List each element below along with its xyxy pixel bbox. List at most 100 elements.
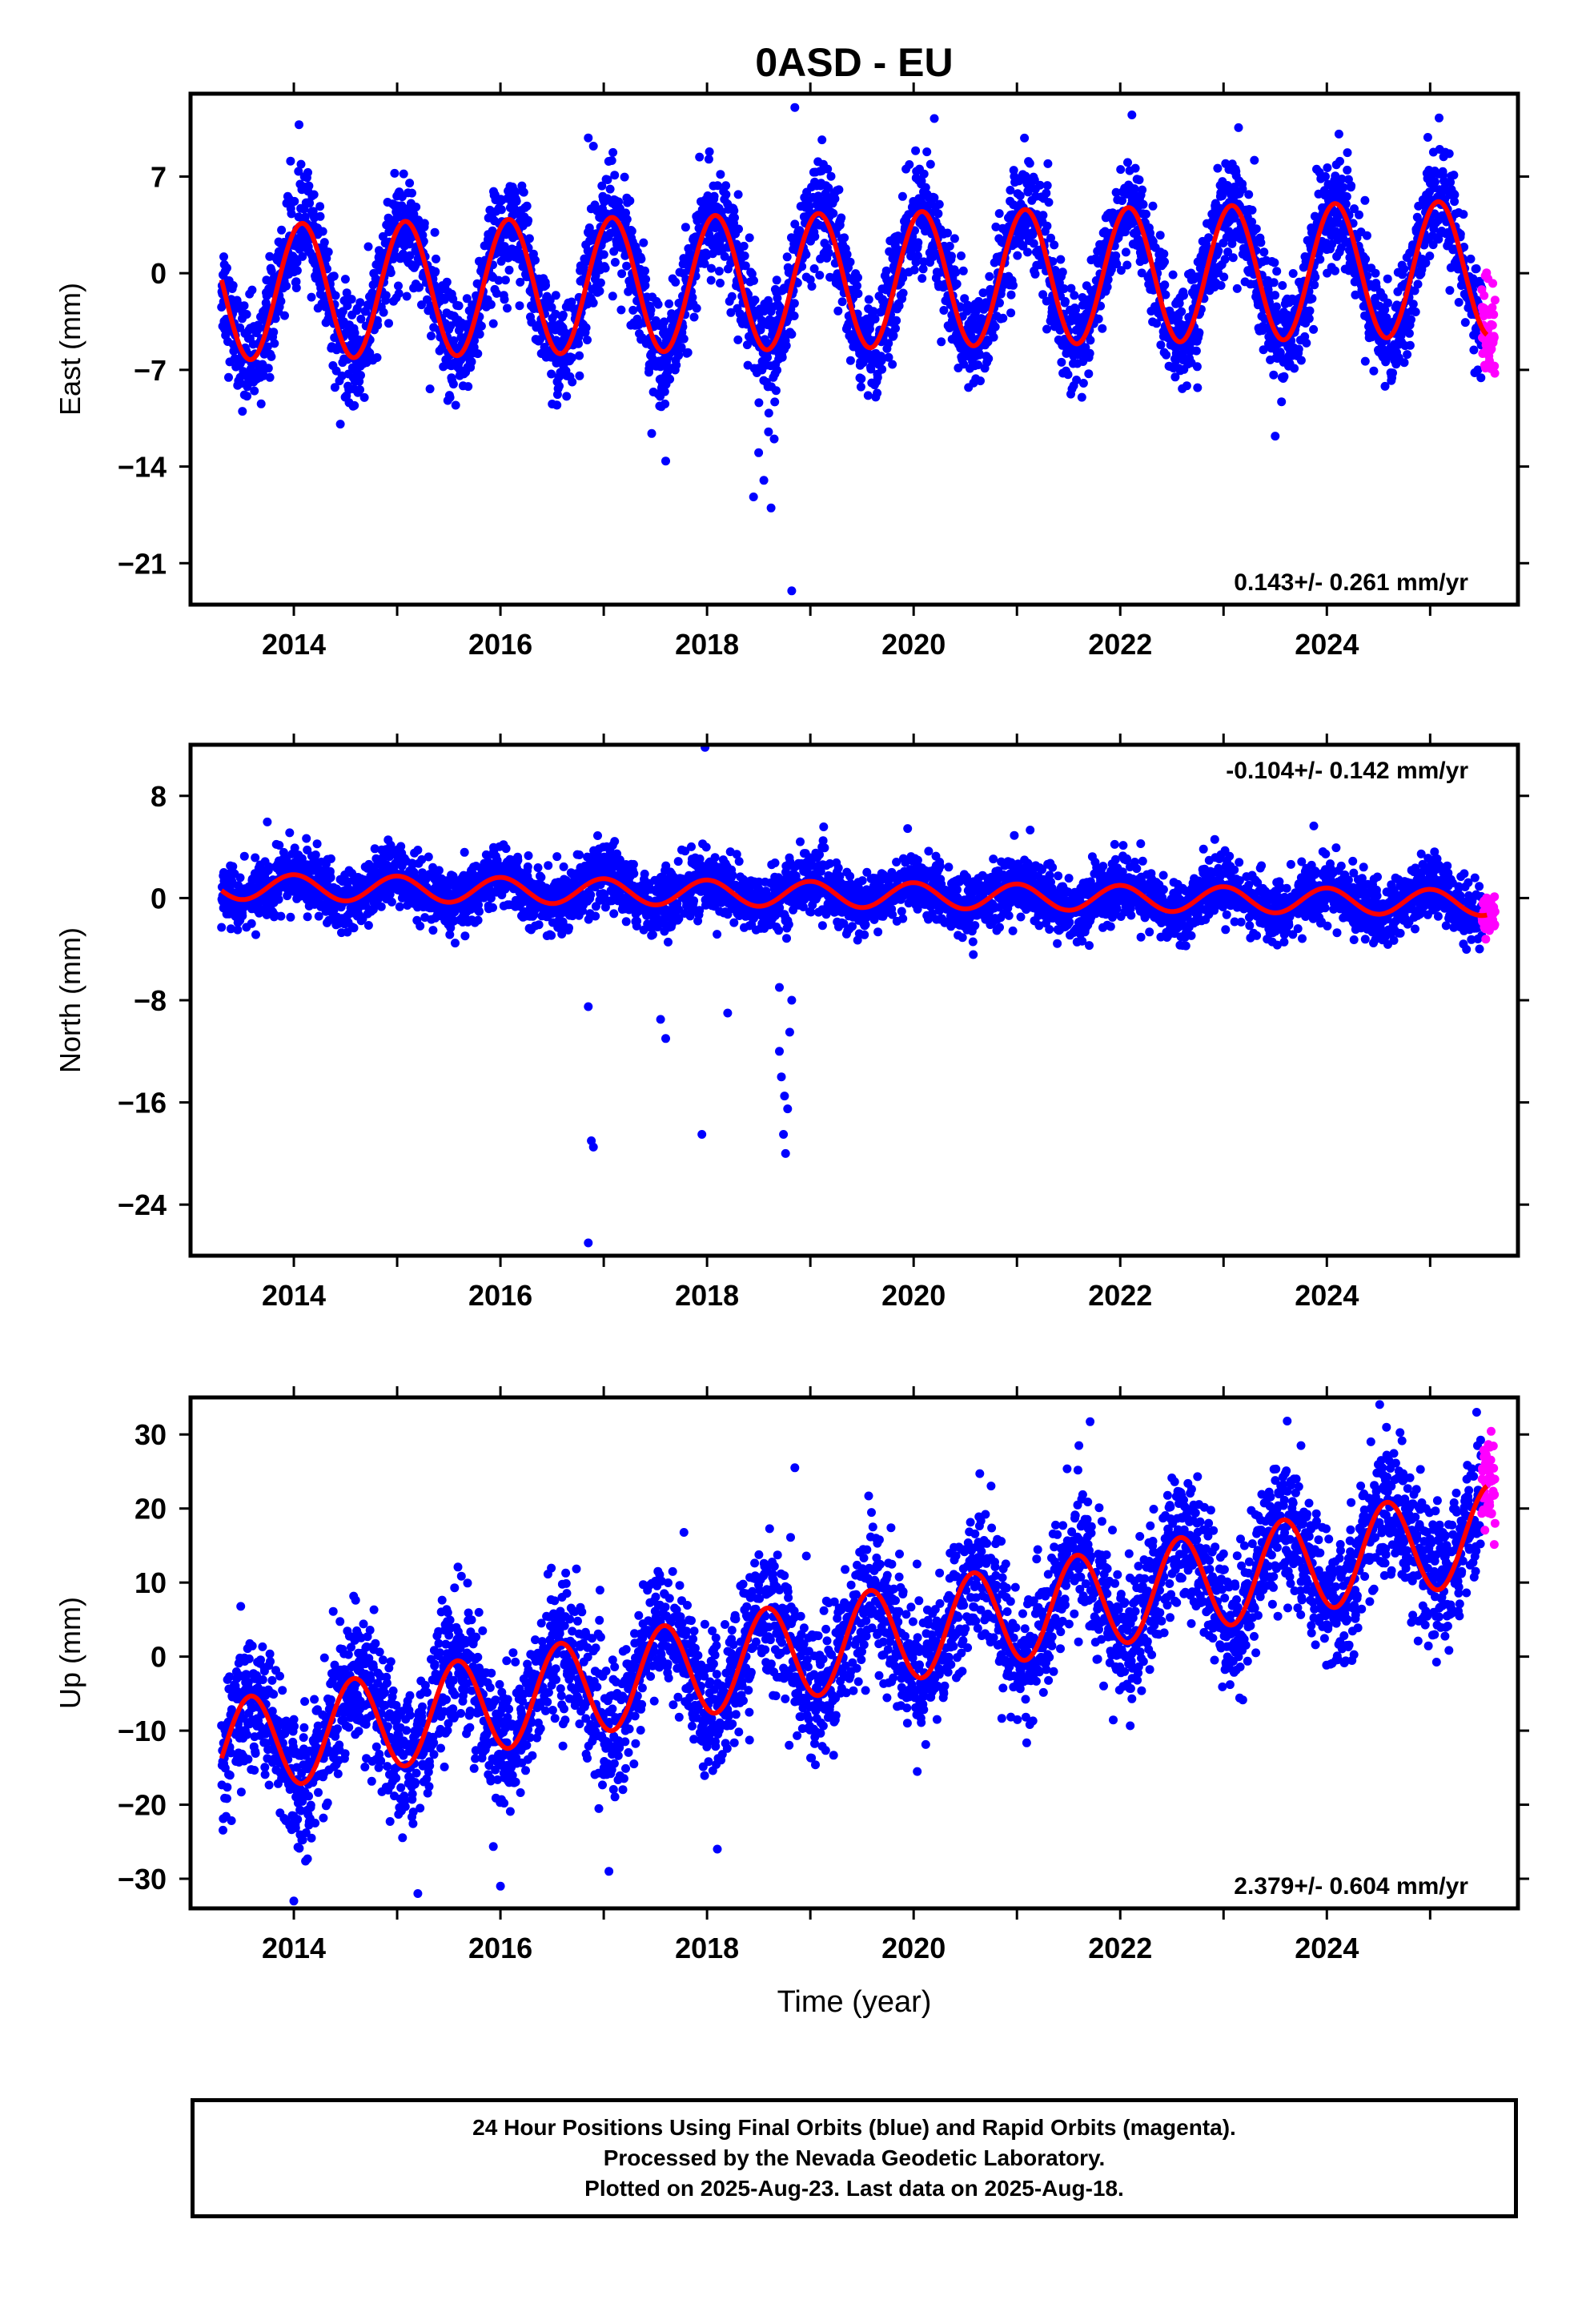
east-final-point: [290, 196, 299, 206]
east-final-point: [994, 209, 1004, 219]
east-final-point: [1213, 163, 1223, 173]
east-final-point: [640, 281, 650, 290]
east-final-point: [918, 264, 928, 274]
east-final-point: [688, 292, 697, 302]
east-final-point: [462, 294, 472, 304]
east-final-point: [1009, 280, 1018, 290]
north-final-point: [297, 854, 307, 863]
east-final-point: [1288, 269, 1298, 278]
east-final-point: [1380, 381, 1390, 391]
east-final-point: [1111, 251, 1121, 260]
east-final-point: [1103, 275, 1113, 284]
east-final-point: [877, 356, 886, 365]
east-final-point: [597, 181, 607, 191]
figure-title: 0ASD - EU: [755, 40, 953, 85]
east-final-point: [515, 301, 524, 311]
east-final-point: [934, 209, 943, 219]
east-final-point: [840, 233, 849, 243]
east-final-point: [656, 362, 665, 372]
east-final-point: [583, 336, 592, 344]
east-final-point: [625, 196, 635, 206]
east-final-point: [873, 388, 882, 398]
east-final-point: [292, 258, 302, 267]
east-final-point: [1421, 258, 1431, 267]
east-final-point: [865, 324, 874, 334]
east-final-point: [614, 197, 624, 207]
east-final-point: [1155, 231, 1165, 240]
east-final-point: [253, 320, 263, 330]
east-final-point: [1137, 268, 1146, 278]
east-final-point: [350, 400, 359, 410]
east-final-point: [269, 328, 279, 337]
east-final-point: [789, 312, 799, 320]
east-final-point: [922, 147, 932, 157]
east-final-point: [913, 251, 922, 261]
east-final-point: [1127, 111, 1137, 119]
east-final-point: [536, 335, 544, 344]
east-final-point: [1250, 155, 1259, 165]
east-final-point: [1220, 255, 1230, 264]
east-final-point: [359, 392, 369, 402]
east-final-point: [1270, 258, 1279, 267]
east-outlier-point: [749, 493, 758, 501]
east-final-point: [1269, 278, 1279, 287]
east-outlier-point: [769, 434, 779, 444]
east-final-point: [1362, 231, 1371, 240]
east-final-point: [1025, 159, 1034, 168]
east-final-point: [486, 300, 496, 309]
east-final-point: [504, 265, 514, 275]
east-final-point: [909, 265, 919, 275]
east-final-point: [373, 320, 383, 330]
east-final-point: [951, 267, 961, 277]
east-final-point: [448, 380, 458, 389]
north-final-point: [460, 931, 470, 941]
north-final-point: [285, 828, 295, 838]
east-final-point: [985, 271, 994, 281]
east-final-point: [1156, 340, 1166, 350]
east-frame: [188, 91, 1520, 607]
east-final-point: [1116, 165, 1126, 175]
east-final-point: [888, 360, 897, 369]
east-final-point: [596, 278, 605, 287]
east-final-point: [721, 181, 731, 191]
east-rapid-point: [1490, 296, 1500, 305]
north-final-point: [251, 853, 260, 862]
east-final-point: [1459, 210, 1468, 219]
east-final-point: [425, 384, 435, 394]
east-final-point: [1302, 338, 1311, 348]
east-final-point: [1035, 180, 1045, 190]
east-final-point: [817, 135, 827, 145]
east-final-point: [881, 266, 891, 275]
north-final-point: [217, 923, 227, 932]
east-final-point: [1337, 175, 1347, 183]
east-final-point: [239, 301, 249, 311]
north-final-point: [274, 895, 283, 904]
east-final-point: [1216, 281, 1226, 290]
east-final-point: [1029, 239, 1038, 248]
east-final-point: [432, 254, 440, 263]
east-final-point: [1428, 240, 1438, 250]
east-final-point: [773, 365, 781, 375]
east-final-point: [235, 323, 245, 332]
east-final-point: [330, 383, 339, 392]
east-final-point: [305, 199, 315, 208]
north-final-point: [247, 919, 256, 928]
east-final-point: [1023, 247, 1032, 257]
east-final-point: [823, 164, 833, 174]
east-final-point: [473, 349, 483, 359]
east-final-point: [1244, 190, 1254, 199]
east-final-point: [1371, 268, 1380, 278]
east-final-point: [1042, 324, 1051, 334]
east-final-point: [754, 398, 764, 408]
east-final-point: [488, 319, 498, 328]
east-final-point: [773, 293, 782, 303]
east-final-point: [379, 308, 388, 317]
east-final-point: [224, 372, 233, 382]
east-final-point: [741, 261, 750, 271]
east-final-point: [408, 188, 416, 198]
east-final-point: [384, 319, 393, 328]
east-final-point: [1193, 383, 1203, 392]
east-final-point: [853, 281, 861, 291]
east-final-point: [805, 275, 815, 284]
